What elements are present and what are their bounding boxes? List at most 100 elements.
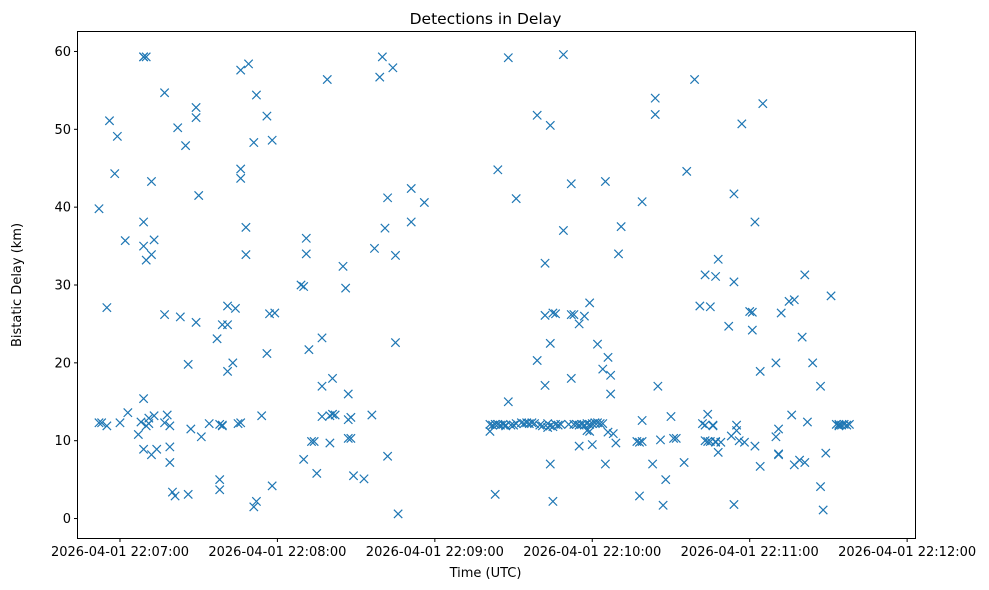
data-point-marker [325, 438, 335, 448]
data-point-marker [789, 295, 799, 305]
data-point-marker [338, 261, 348, 271]
data-point-marker [703, 409, 713, 419]
data-point-marker [251, 496, 262, 507]
data-point-marker [110, 169, 120, 179]
data-point-marker [671, 433, 681, 443]
data-point-marker [600, 176, 611, 187]
data-point-marker [506, 420, 516, 430]
data-point-marker [498, 419, 508, 429]
data-point-marker [666, 411, 676, 422]
data-point-marker [141, 52, 151, 62]
data-point-marker [317, 411, 327, 422]
data-point-marker [800, 270, 810, 280]
data-point-marker [267, 135, 277, 145]
data-point-marker [249, 502, 259, 512]
data-point-marker [102, 302, 112, 313]
y-tick-label: 20 [54, 356, 71, 371]
data-point-marker [679, 457, 689, 468]
data-point-marker [312, 468, 322, 479]
data-point-marker [419, 197, 429, 208]
data-point-marker [217, 421, 227, 431]
data-point-marker [343, 389, 353, 399]
data-point-marker [327, 373, 338, 384]
data-point-marker [603, 352, 613, 363]
data-point-marker [784, 296, 794, 306]
data-point-marker [574, 441, 584, 451]
plot-area [94, 49, 855, 519]
data-point-marker [566, 179, 576, 189]
data-point-marker [755, 461, 765, 472]
data-point-marker [713, 447, 723, 457]
data-point-marker [540, 310, 550, 320]
data-point-marker [689, 74, 700, 85]
data-point-marker [634, 437, 645, 447]
data-point-marker [306, 436, 317, 447]
data-point-marker [826, 291, 836, 301]
data-point-marker [797, 332, 807, 342]
data-point-marker [241, 222, 251, 233]
y-tick-label: 30 [54, 279, 71, 294]
data-point-marker [747, 325, 757, 335]
data-point-marker [146, 250, 157, 260]
data-point-marker [535, 420, 545, 430]
data-point-marker [585, 426, 595, 436]
data-point-marker [540, 258, 550, 268]
data-point-marker [309, 436, 319, 447]
data-point-marker [133, 429, 143, 440]
data-point-marker [173, 123, 183, 133]
data-point-marker [545, 338, 555, 349]
data-point-marker [149, 411, 159, 421]
data-point-marker [104, 116, 115, 126]
data-point-marker [102, 421, 112, 431]
data-point-marker [608, 429, 618, 439]
data-point-marker [574, 319, 584, 329]
data-point-marker [299, 454, 309, 464]
x-tick-label: 2026-04-01 22:12:00 [838, 545, 976, 560]
data-point-marker [697, 418, 708, 429]
data-point-marker [138, 52, 149, 62]
data-point-marker [566, 309, 576, 320]
data-point-marker [112, 131, 122, 141]
data-point-marker [598, 364, 608, 374]
x-tick-label: 2026-04-01 22:07:00 [51, 545, 189, 560]
data-point-marker [149, 235, 159, 245]
data-point-marker [215, 419, 225, 429]
data-point-marker [668, 433, 679, 443]
data-point-marker [731, 420, 742, 430]
data-point-marker [758, 98, 768, 109]
x-tick-label: 2026-04-01 22:09:00 [366, 545, 504, 560]
data-point-marker [771, 432, 781, 442]
data-point-marker [592, 339, 603, 349]
data-point-marker [708, 420, 718, 430]
data-point-marker [388, 63, 398, 73]
data-point-marker [739, 437, 750, 447]
data-point-marker [296, 280, 306, 290]
data-point-marker [249, 137, 259, 148]
data-point-marker [713, 254, 723, 264]
data-point-marker [815, 381, 826, 391]
data-point-marker [794, 455, 805, 465]
data-point-marker [537, 421, 548, 431]
data-point-marker [653, 381, 663, 391]
data-point-marker [380, 223, 390, 233]
data-point-marker [346, 412, 356, 422]
data-point-marker [204, 418, 214, 429]
data-point-marker [138, 217, 149, 227]
data-point-marker [550, 309, 561, 319]
y-tick-label: 0 [63, 512, 71, 527]
data-point-marker [191, 317, 201, 327]
data-point-marker [159, 309, 170, 320]
data-point-marker [267, 481, 277, 491]
data-point-marker [611, 438, 621, 448]
data-point-marker [369, 243, 380, 254]
data-point-marker [96, 418, 107, 428]
data-point-marker [159, 418, 170, 428]
data-point-marker [566, 373, 576, 384]
data-point-marker [359, 474, 369, 484]
data-point-marker [729, 277, 739, 287]
data-point-marker [327, 409, 338, 419]
data-point-marker [508, 420, 519, 430]
data-point-marker [750, 217, 760, 227]
data-point-marker [146, 176, 157, 187]
